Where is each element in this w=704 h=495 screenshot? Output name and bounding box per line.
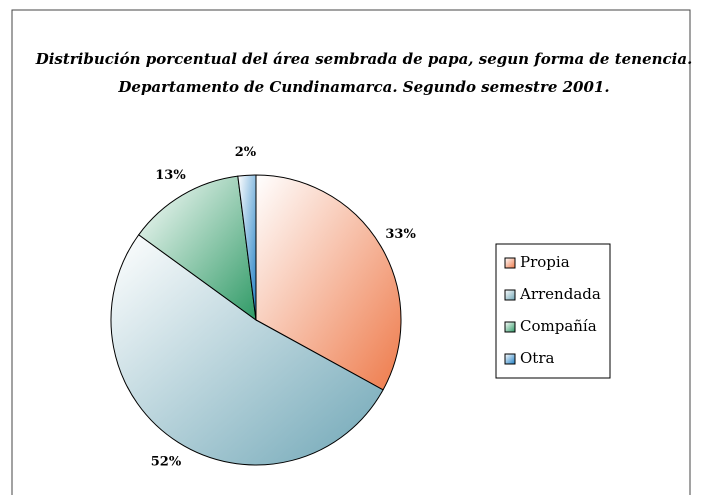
value-label: 33% <box>385 227 416 242</box>
value-label: 52% <box>151 454 182 469</box>
legend-label: Propia <box>520 253 570 271</box>
legend-label: Arrendada <box>519 285 601 303</box>
legend-label: Compañía <box>520 317 597 335</box>
legend-swatch <box>504 353 516 365</box>
chart-title: Distribución porcentual del área sembrad… <box>35 50 693 68</box>
value-label: 2% <box>235 145 257 160</box>
pie-slice <box>237 174 257 321</box>
legend-swatch <box>504 257 516 269</box>
pie-slice <box>137 175 257 322</box>
chart-title: Departamento de Cundinamarca. Segundo se… <box>117 78 609 96</box>
legend-swatch <box>504 289 516 301</box>
legend-label: Otra <box>520 349 554 367</box>
value-label: 13% <box>155 168 186 183</box>
pie-slice <box>110 234 384 466</box>
legend-swatch <box>504 321 516 333</box>
pie-slice <box>255 174 402 391</box>
